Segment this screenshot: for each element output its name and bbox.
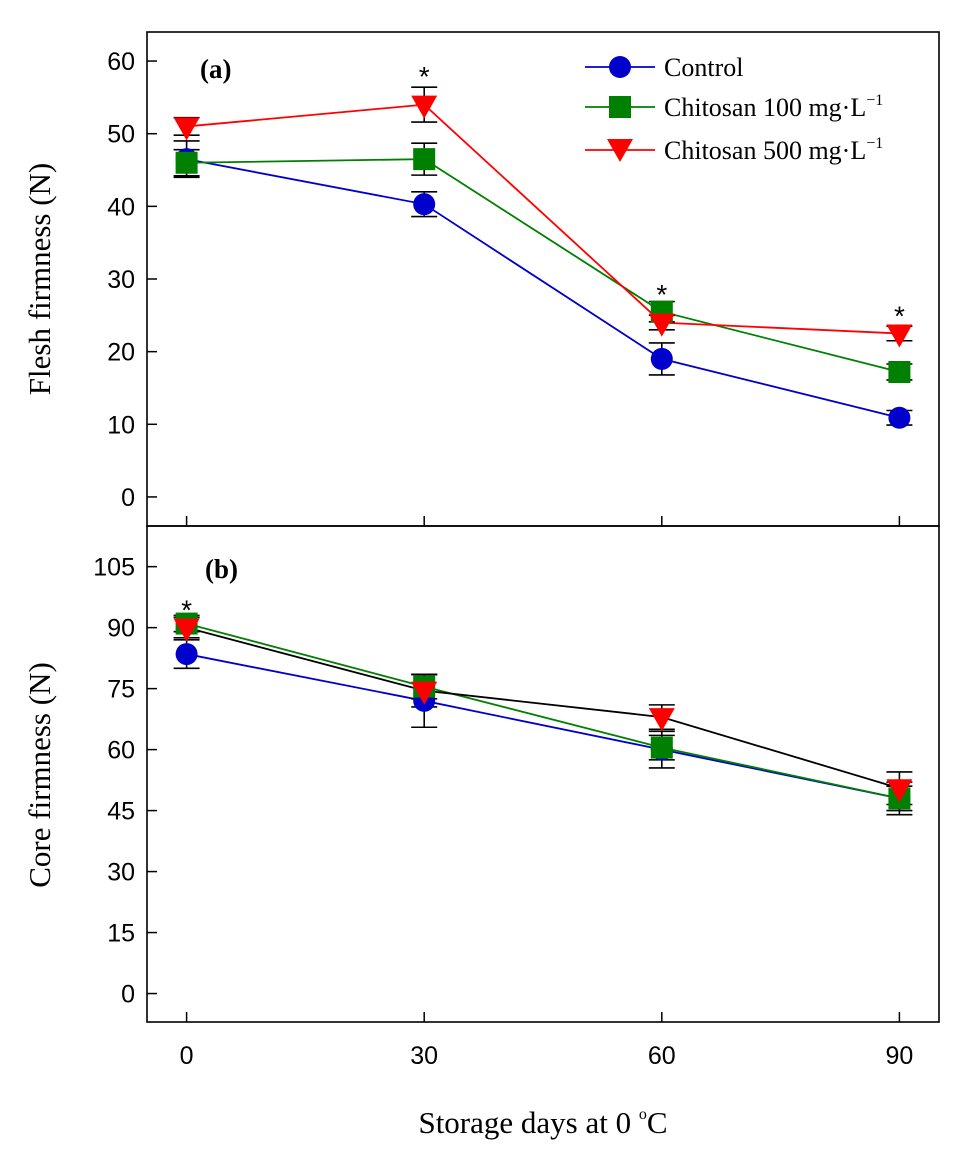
panel-a-y-axis-title: Flesh firmness (N)	[22, 163, 57, 395]
panel-a-significance-star: *	[656, 279, 667, 310]
legend: Control Chitosan 100 mg·L−1 Chitosan 500…	[585, 53, 883, 165]
legend-marker-chitosan-100	[609, 96, 631, 118]
panel-a-y-tick-label: 60	[107, 48, 135, 76]
legend-item-control: Control	[585, 53, 743, 82]
panel-a-y-axis: 0 10 20 30 40 50 60	[107, 48, 157, 512]
panel-a-point-chitosan-500	[886, 324, 913, 348]
panel-a: 0 10 20 30 40 50 60 * * * (a) Flesh firmness (N)…	[22, 31, 940, 527]
panel-b-series	[173, 612, 913, 816]
legend-label-chitosan-500: Chitosan 500 mg·L−1	[664, 135, 883, 165]
panel-b: 0 15 30 45 60 75 90 105 0 30 60 90 * (b) Core firm…	[22, 525, 940, 1070]
legend-item-chitosan-100: Chitosan 100 mg·L−1	[585, 92, 883, 122]
panel-b-point-control	[175, 643, 198, 666]
panel-a-y-tick-label: 30	[107, 266, 135, 294]
panel-b-significance: *	[181, 594, 192, 625]
legend-item-chitosan-500: Chitosan 500 mg·L−1	[585, 135, 883, 165]
panel-a-y-tick-label: 0	[121, 484, 135, 512]
panel-b-point-chitosan-500	[648, 708, 675, 732]
panel-b-point-chitosan-500	[411, 681, 438, 705]
panel-b-y-tick-label: 90	[107, 615, 135, 643]
panel-b-y-tick-label: 30	[107, 859, 135, 887]
panel-a-label: (a)	[200, 54, 231, 84]
panel-b-point-chitosan-500	[173, 618, 200, 642]
panel-a-series-line-0	[186, 158, 900, 419]
panel-a-y-tick-label: 50	[107, 121, 135, 149]
panel-a-point-chitosan-100	[413, 148, 436, 171]
panel-a-point-control	[413, 193, 436, 216]
panel-a-significance-star: *	[894, 301, 905, 332]
panel-a-point-chitosan-500	[411, 95, 438, 119]
panel-b-point-chitosan-100	[650, 736, 673, 759]
panel-a-point-control	[888, 406, 911, 429]
panel-b-y-tick-label: 60	[107, 737, 135, 765]
panel-b-label: (b)	[205, 554, 238, 584]
panel-b-x-axis: 0 30 60 90	[180, 1012, 913, 1070]
x-axis-title: Storage days at 0 oC	[418, 1105, 667, 1140]
panel-a-y-tick-label: 20	[107, 339, 135, 367]
panel-a-point-chitosan-100	[888, 360, 911, 383]
panel-b-point-chitosan-500	[886, 779, 913, 803]
panel-a-significance-star: *	[419, 61, 430, 92]
panel-b-y-tick-label: 0	[121, 981, 135, 1009]
panel-b-y-axis-title: Core firmness (N)	[22, 662, 57, 888]
panel-b-significance-star: *	[181, 594, 192, 625]
legend-marker-chitosan-500	[607, 139, 633, 162]
panel-b-y-tick-label: 15	[107, 920, 135, 948]
panel-a-point-chitosan-500	[648, 313, 675, 337]
panel-b-frame	[146, 525, 940, 1023]
panel-a-y-tick-label: 10	[107, 411, 135, 439]
legend-marker-control	[609, 56, 631, 78]
panel-b-x-tick-label: 30	[410, 1042, 438, 1070]
panel-b-x-tick-label: 60	[648, 1042, 676, 1070]
panel-a-point-control	[650, 347, 673, 370]
panel-b-y-tick-label: 105	[93, 554, 135, 582]
panel-b-series-line-0	[186, 653, 900, 800]
legend-label-control: Control	[664, 53, 743, 82]
panel-b-y-tick-label: 45	[107, 798, 135, 826]
panel-a-y-tick-label: 40	[107, 193, 135, 221]
panel-b-x-tick-label: 0	[180, 1042, 194, 1070]
panel-a-significance: * * *	[419, 61, 905, 332]
panel-a-point-chitosan-100	[175, 151, 198, 174]
panel-a-series	[173, 86, 913, 429]
panel-a-series-line-1	[186, 158, 900, 373]
panel-b-series-line-1	[186, 622, 900, 800]
panel-b-y-axis: 0 15 30 45 60 75 90 105	[93, 554, 157, 1009]
panel-a-point-chitosan-500	[173, 117, 200, 141]
panel-a-series-line-2	[186, 103, 900, 335]
legend-label-chitosan-100: Chitosan 100 mg·L−1	[664, 92, 883, 122]
panel-a-x-ticks	[185, 516, 901, 526]
panel-b-series-line-2	[186, 626, 900, 790]
panel-b-y-tick-label: 75	[107, 676, 135, 704]
panel-b-x-tick-label: 90	[885, 1042, 913, 1070]
